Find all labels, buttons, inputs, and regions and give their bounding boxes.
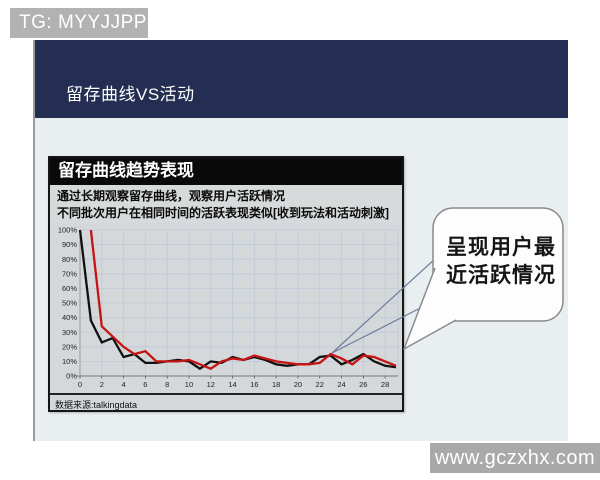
chart-panel-title: 留存曲线趋势表现 — [50, 158, 402, 185]
svg-text:70%: 70% — [62, 269, 77, 278]
svg-text:80%: 80% — [62, 255, 77, 264]
svg-text:6: 6 — [143, 380, 147, 389]
svg-text:20%: 20% — [62, 342, 77, 351]
chart-description-line-1: 通过长期观察留存曲线，观察用户活跃情况 — [57, 189, 286, 203]
svg-text:8: 8 — [165, 380, 169, 389]
svg-text:20: 20 — [294, 380, 302, 389]
svg-text:0: 0 — [78, 380, 82, 389]
svg-text:28: 28 — [381, 380, 389, 389]
watermark: www.gczxhx.com — [430, 443, 600, 473]
chart-source-note: 数据来源:talkingdata — [50, 393, 402, 410]
chart-panel: 留存曲线趋势表现 通过长期观察留存曲线，观察用户活跃情况 不同批次用户在相同时间… — [48, 156, 404, 412]
svg-text:18: 18 — [272, 380, 280, 389]
svg-text:90%: 90% — [62, 240, 77, 249]
svg-text:30%: 30% — [62, 328, 77, 337]
svg-text:2: 2 — [100, 380, 104, 389]
svg-text:10%: 10% — [62, 357, 77, 366]
svg-text:50%: 50% — [62, 299, 77, 308]
svg-text:4: 4 — [122, 380, 126, 389]
svg-text:60%: 60% — [62, 284, 77, 293]
svg-text:40%: 40% — [62, 313, 77, 322]
svg-text:22: 22 — [316, 380, 324, 389]
retention-line-chart: 100%90%80%70%60%50%40%30%20%10%0%0 2 4 6 8 10… — [58, 226, 399, 389]
svg-text:16: 16 — [250, 380, 258, 389]
tg-badge: TG: MYYJJPP — [10, 8, 148, 38]
slide-header: 留存曲线VS活动 — [35, 40, 568, 118]
page-title: 留存曲线VS活动 — [66, 85, 195, 104]
svg-text:12: 12 — [207, 380, 215, 389]
svg-text:14: 14 — [228, 380, 236, 389]
callout-text: 呈现用户最近活跃情况 — [446, 236, 556, 287]
chart-description-line-2: 不同批次用户在相同时间的活跃表现类似[收到玩法和活动刺激] — [57, 205, 389, 220]
svg-text:26: 26 — [359, 380, 367, 389]
chart-description: 通过长期观察留存曲线，观察用户活跃情况 不同批次用户在相同时间的活跃表现类似[收… — [50, 185, 402, 223]
svg-text:10: 10 — [185, 380, 193, 389]
svg-text:0%: 0% — [66, 372, 77, 381]
svg-text:24: 24 — [337, 380, 345, 389]
slide-body: 留存曲线趋势表现 通过长期观察留存曲线，观察用户活跃情况 不同批次用户在相同时间… — [35, 118, 568, 441]
svg-text:100%: 100% — [58, 226, 78, 235]
